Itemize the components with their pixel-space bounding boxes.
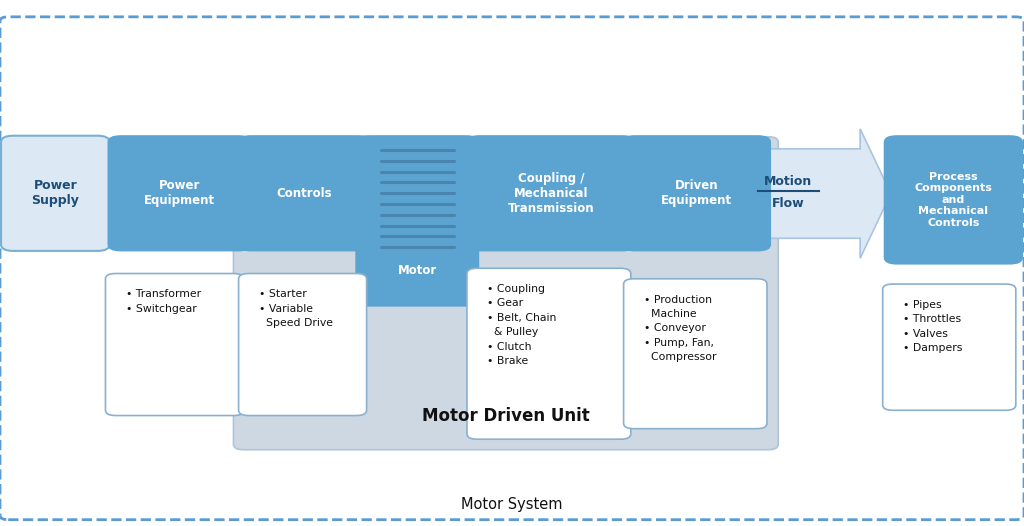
- FancyBboxPatch shape: [233, 137, 778, 450]
- FancyBboxPatch shape: [108, 135, 252, 251]
- Text: Process
Components
and
Mechanical
Controls: Process Components and Mechanical Contro…: [914, 171, 992, 228]
- FancyBboxPatch shape: [1, 136, 110, 251]
- FancyBboxPatch shape: [355, 135, 479, 307]
- Text: Coupling /
Mechanical
Transmission: Coupling / Mechanical Transmission: [508, 172, 594, 215]
- Text: Motor Driven Unit: Motor Driven Unit: [422, 407, 590, 424]
- Text: Motor: Motor: [397, 265, 437, 277]
- FancyBboxPatch shape: [105, 274, 244, 416]
- Text: • Pipes
• Throttles
• Valves
• Dampers: • Pipes • Throttles • Valves • Dampers: [903, 300, 963, 353]
- Text: Power
Equipment: Power Equipment: [144, 179, 215, 207]
- Text: • Coupling
• Gear
• Belt, Chain
  & Pulley
• Clutch
• Brake: • Coupling • Gear • Belt, Chain & Pulley…: [487, 284, 557, 366]
- Text: Controls: Controls: [276, 187, 333, 200]
- Text: • Transformer
• Switchgear: • Transformer • Switchgear: [126, 289, 201, 313]
- Text: Driven
Equipment: Driven Equipment: [660, 179, 732, 207]
- FancyBboxPatch shape: [238, 135, 372, 251]
- Text: • Production
  Machine
• Conveyor
• Pump, Fan,
  Compressor: • Production Machine • Conveyor • Pump, …: [644, 295, 717, 362]
- FancyBboxPatch shape: [884, 135, 1023, 265]
- Text: • Starter
• Variable
  Speed Drive: • Starter • Variable Speed Drive: [259, 289, 333, 328]
- FancyBboxPatch shape: [239, 274, 367, 416]
- FancyBboxPatch shape: [883, 284, 1016, 410]
- Text: Flow: Flow: [772, 197, 805, 209]
- Text: Motion: Motion: [764, 176, 813, 188]
- Text: Motor System: Motor System: [461, 498, 563, 512]
- FancyBboxPatch shape: [624, 279, 767, 429]
- FancyBboxPatch shape: [622, 135, 771, 251]
- FancyBboxPatch shape: [467, 268, 631, 439]
- FancyBboxPatch shape: [0, 17, 1024, 520]
- Text: Power
Supply: Power Supply: [32, 179, 79, 207]
- FancyBboxPatch shape: [466, 135, 636, 251]
- Polygon shape: [36, 129, 891, 258]
